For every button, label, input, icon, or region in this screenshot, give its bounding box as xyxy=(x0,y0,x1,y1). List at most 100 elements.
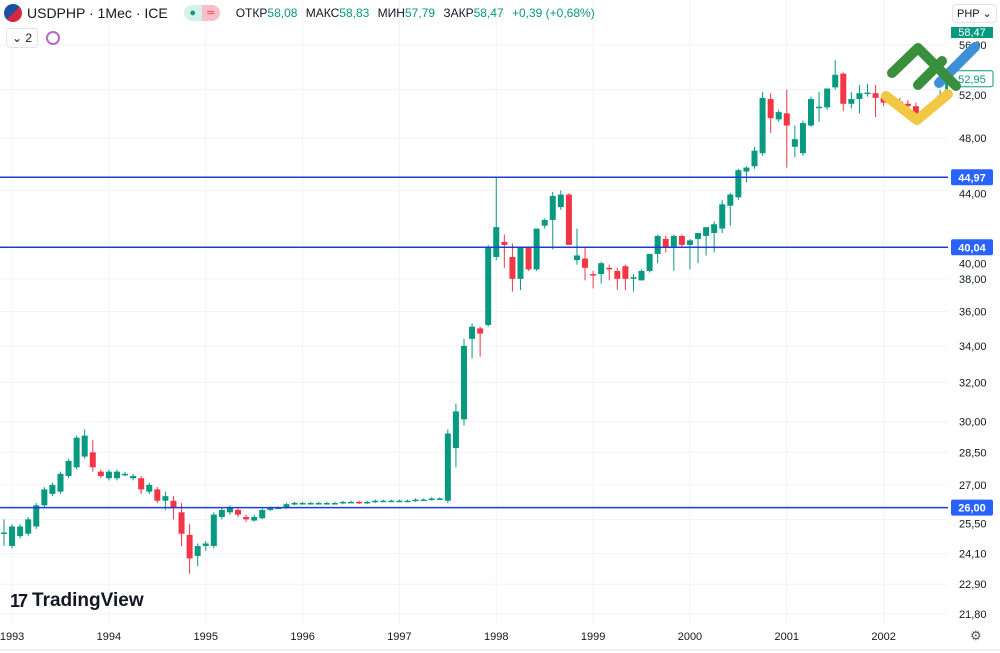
delayed-data-icon: ≃ xyxy=(201,5,220,21)
candle-body xyxy=(73,437,80,468)
logo-stroke-green xyxy=(887,43,961,91)
candle-body xyxy=(444,433,451,501)
candle-body xyxy=(81,435,88,457)
candle-body xyxy=(97,471,104,477)
time-tick-label: 2000 xyxy=(678,631,702,643)
candle-body xyxy=(122,473,129,476)
candle-body xyxy=(41,489,48,506)
price-tick-label: 44,00 xyxy=(959,188,987,200)
candle-body xyxy=(162,496,169,501)
low-value: 57,79 xyxy=(404,6,435,20)
candle-body xyxy=(307,503,314,505)
candle-body xyxy=(299,503,306,505)
close-label: ЗАКР xyxy=(443,6,474,20)
close-value: 58,47 xyxy=(473,6,504,20)
level-price-label: 40,04 xyxy=(958,242,986,254)
tradingview-watermark: 17 TradingView xyxy=(10,590,144,612)
time-axis xyxy=(0,625,948,653)
candle-body xyxy=(630,277,637,279)
candle-body xyxy=(848,99,855,104)
level-price-label: 26,00 xyxy=(958,503,986,515)
candle-body xyxy=(808,99,814,126)
candle-body xyxy=(339,501,346,504)
time-tick-label: 1995 xyxy=(194,631,218,643)
time-tick-label: 2001 xyxy=(775,631,799,643)
candle-body xyxy=(331,503,338,505)
candle-body xyxy=(509,257,516,279)
candle-body xyxy=(557,194,564,208)
symbol-title[interactable]: USDPHP · 1Мес · ICE xyxy=(27,5,168,21)
candle-body xyxy=(235,509,242,515)
candle-body xyxy=(654,235,661,254)
candle-body xyxy=(711,224,718,234)
change-value: +0,39 (+0,68%) xyxy=(511,6,595,20)
open-label: ОТКР xyxy=(235,6,268,20)
candle-body xyxy=(469,326,476,339)
price-tick-label: 21,80 xyxy=(959,609,987,621)
candle-body xyxy=(202,543,209,546)
candle-body xyxy=(251,517,258,521)
candle-body xyxy=(622,266,629,279)
candle-body xyxy=(267,507,274,510)
candle-body xyxy=(57,473,64,492)
price-tick-label: 32,00 xyxy=(959,377,987,389)
settings-gear-icon[interactable]: ⚙ xyxy=(970,628,982,643)
candle-body xyxy=(525,247,532,270)
market-status[interactable]: ● ≃ xyxy=(183,5,220,21)
indicators-toggle[interactable]: ⌄ 2 xyxy=(6,28,39,48)
indicator-count: 2 xyxy=(25,31,33,45)
market-open-icon: ● xyxy=(183,5,202,21)
candle-body xyxy=(388,500,395,503)
chart-legend: USDPHP · 1Мес · ICE ● ≃ ОТКР58,08 МАКС58,… xyxy=(4,4,600,22)
candle-body xyxy=(259,509,266,519)
candle-body xyxy=(719,204,726,229)
candle-body xyxy=(541,219,548,226)
currency-selector[interactable]: PHP ⌄ xyxy=(952,4,997,23)
price-tick-label: 28,50 xyxy=(959,447,987,459)
candle-body xyxy=(856,93,863,100)
candle-body xyxy=(824,88,831,108)
candle-body xyxy=(477,328,484,334)
candle-body xyxy=(493,227,500,258)
price-tick-label: 38,00 xyxy=(959,274,987,286)
watermark-text: TradingView xyxy=(32,590,144,611)
candle-body xyxy=(598,263,605,275)
ohlc-values: ОТКР58,08 МАКС58,83 МИН57,79 ЗАКР58,47 +… xyxy=(236,6,600,20)
candle-body xyxy=(9,526,16,546)
candle-body xyxy=(291,503,298,505)
candle-body xyxy=(315,503,322,505)
price-tick-label: 27,00 xyxy=(959,480,987,492)
candle-body xyxy=(912,106,919,115)
price-tick-label: 34,00 xyxy=(959,341,987,353)
candle-body xyxy=(372,500,379,503)
price-tick-label: 30,00 xyxy=(959,416,987,428)
candle-body xyxy=(735,170,742,198)
candle-body xyxy=(412,499,419,502)
price-tick-label: 48,00 xyxy=(959,133,987,145)
candle-body xyxy=(65,460,72,477)
tradingview-logo-icon: 17 xyxy=(10,590,28,611)
candle-body xyxy=(646,253,653,271)
candle-body xyxy=(840,73,847,104)
candle-body xyxy=(638,270,645,281)
candle-body xyxy=(452,411,459,449)
candle-body xyxy=(614,270,621,279)
candle-body xyxy=(170,500,177,508)
candle-body xyxy=(695,233,702,239)
level-price-label-bg xyxy=(951,239,993,256)
candle-body xyxy=(283,504,290,508)
candle-body xyxy=(501,241,508,245)
logo-stroke-yellow xyxy=(881,89,953,125)
candle-body xyxy=(767,99,774,119)
candle-body xyxy=(396,500,403,503)
candle-body xyxy=(1,532,7,535)
sync-icon[interactable] xyxy=(46,31,61,45)
candle-body xyxy=(727,194,734,206)
top-price-label: 58,47 xyxy=(958,27,986,39)
top-price-label-bg xyxy=(951,27,993,38)
candle-body xyxy=(130,476,137,479)
last-price-label: 52,95 xyxy=(958,74,986,86)
candle-body xyxy=(590,274,597,276)
candle-body xyxy=(243,517,250,520)
